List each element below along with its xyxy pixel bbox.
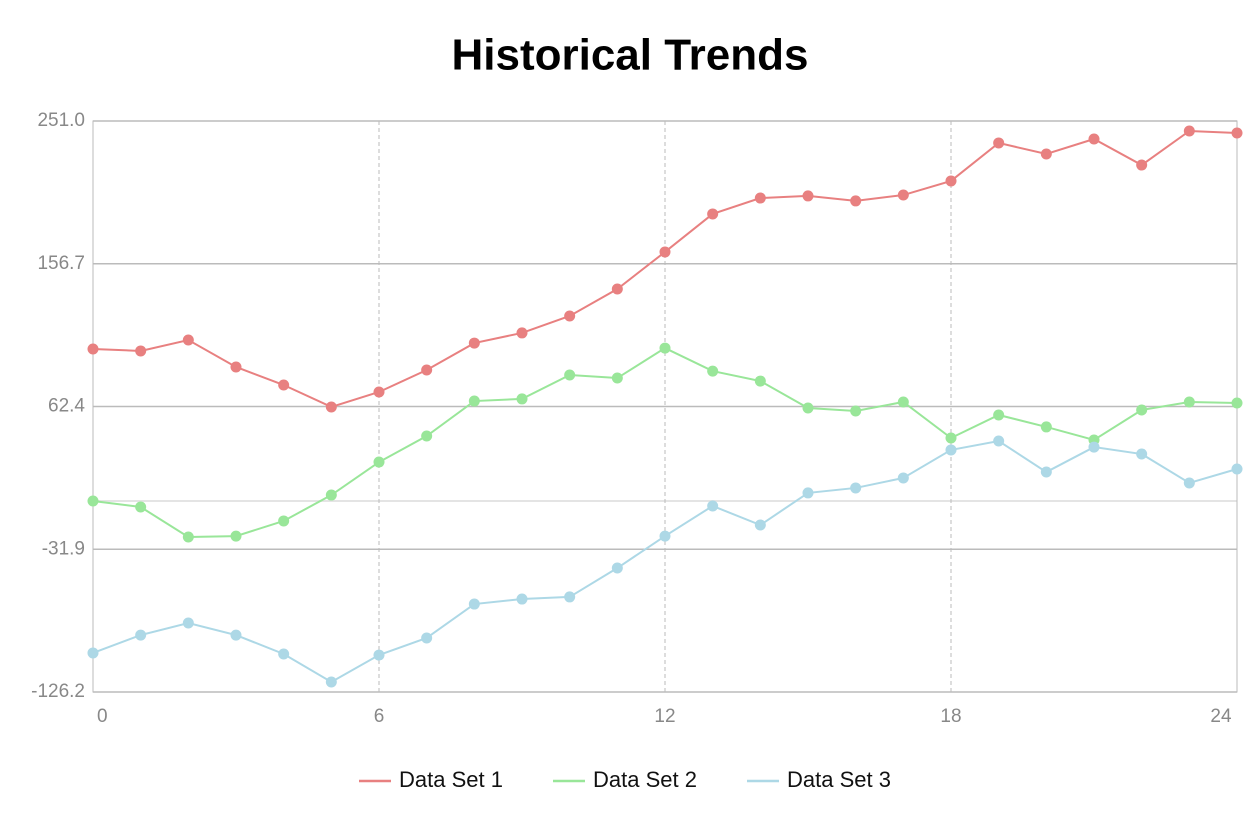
data-point <box>850 482 862 494</box>
data-point <box>611 372 623 384</box>
data-point <box>373 386 385 398</box>
data-point <box>468 395 480 407</box>
data-point <box>754 375 766 387</box>
data-point <box>1136 159 1148 171</box>
data-point <box>659 246 671 258</box>
data-point <box>1183 396 1195 408</box>
series-line <box>92 439 1238 684</box>
data-point <box>1136 448 1148 460</box>
data-point <box>945 444 957 456</box>
data-point <box>278 515 290 527</box>
data-point <box>802 487 814 499</box>
x-tick-label: 18 <box>940 706 961 727</box>
data-point <box>850 195 862 207</box>
data-point <box>421 632 433 644</box>
data-point <box>182 531 194 543</box>
data-point <box>659 342 671 354</box>
x-tick-label: 12 <box>654 706 675 727</box>
data-point <box>516 393 528 405</box>
data-point <box>945 175 957 187</box>
data-point <box>278 379 290 391</box>
data-point <box>754 192 766 204</box>
data-point <box>802 402 814 414</box>
x-tick-label: 0 <box>97 706 108 727</box>
data-point <box>897 189 909 201</box>
y-tick-label: 156.7 <box>37 253 85 274</box>
data-point <box>1088 133 1100 145</box>
data-point <box>850 405 862 417</box>
data-point <box>659 530 671 542</box>
data-point <box>135 501 147 513</box>
data-point <box>1040 466 1052 478</box>
data-point <box>182 334 194 346</box>
data-point <box>707 365 719 377</box>
data-point <box>421 430 433 442</box>
data-point <box>135 345 147 357</box>
data-point <box>230 530 242 542</box>
data-point <box>1136 404 1148 416</box>
y-tick-label: 62.4 <box>48 396 85 417</box>
y-tick-label: -126.2 <box>31 681 85 702</box>
data-point <box>802 190 814 202</box>
data-point <box>564 591 576 603</box>
data-point <box>468 337 480 349</box>
data-point <box>325 676 337 688</box>
data-point <box>897 396 909 408</box>
data-point <box>516 593 528 605</box>
data-point <box>1040 148 1052 160</box>
data-point <box>993 137 1005 149</box>
data-point <box>516 327 528 339</box>
data-point <box>182 617 194 629</box>
y-tick-label: -31.9 <box>42 538 85 559</box>
data-point <box>1231 127 1243 139</box>
data-point <box>1183 125 1195 137</box>
data-point <box>87 343 99 355</box>
data-point <box>564 369 576 381</box>
data-point <box>1183 477 1195 489</box>
data-point <box>564 310 576 322</box>
data-point <box>230 361 242 373</box>
data-point <box>373 649 385 661</box>
data-point <box>325 401 337 413</box>
x-tick-label: 6 <box>374 706 385 727</box>
data-point <box>230 629 242 641</box>
data-point <box>1231 397 1243 409</box>
data-point <box>421 364 433 376</box>
data-point <box>87 647 99 659</box>
legend-label: Data Set 1 <box>399 767 503 792</box>
x-tick-label: 24 <box>1210 706 1232 727</box>
data-point <box>993 409 1005 421</box>
data-point <box>897 472 909 484</box>
data-point <box>993 435 1005 447</box>
data-point <box>1231 463 1243 475</box>
data-point <box>707 208 719 220</box>
data-point <box>754 519 766 531</box>
data-point <box>945 432 957 444</box>
data-point <box>135 629 147 641</box>
data-point <box>1088 441 1100 453</box>
legend-label: Data Set 3 <box>787 767 891 792</box>
data-point <box>87 495 99 507</box>
data-point <box>707 500 719 512</box>
chart-title: Historical Trends <box>451 31 808 80</box>
data-point <box>373 456 385 468</box>
legend-label: Data Set 2 <box>593 767 697 792</box>
data-point <box>1040 421 1052 433</box>
data-point <box>325 489 337 501</box>
data-point <box>468 598 480 610</box>
y-tick-label: 251.0 <box>37 110 85 131</box>
data-point <box>611 283 623 295</box>
data-point <box>278 648 290 660</box>
data-point <box>611 562 623 574</box>
